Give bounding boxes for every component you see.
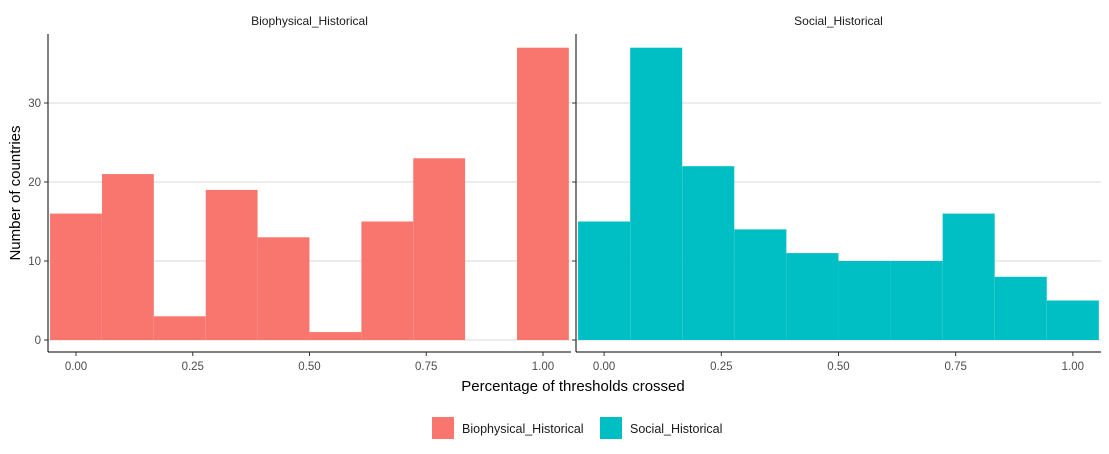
x-tick-label: 0.00 bbox=[593, 361, 615, 373]
histogram-bar bbox=[257, 237, 310, 340]
facet-title: Social_Historical bbox=[794, 14, 883, 28]
histogram-bar bbox=[50, 213, 102, 340]
histogram-bar bbox=[630, 47, 683, 340]
legend-label: Biophysical_Historical bbox=[462, 422, 584, 436]
legend-item: Social_Historical bbox=[600, 417, 722, 439]
legend-swatch bbox=[600, 417, 622, 439]
y-axis-title: Number of countries bbox=[7, 125, 24, 260]
x-tick-label: 1.00 bbox=[1062, 361, 1084, 373]
histogram-bar bbox=[309, 332, 362, 340]
histogram-bar bbox=[361, 221, 414, 340]
histogram-bar bbox=[682, 166, 735, 340]
facet-panel-1: Biophysical_Historical 0.00 0.25 0.50 0.75 1.… bbox=[28, 14, 571, 373]
x-tick-label: 0.75 bbox=[944, 361, 966, 373]
x-tick-label: 0.25 bbox=[182, 361, 204, 373]
histogram-bar bbox=[517, 47, 569, 340]
histogram-bar bbox=[838, 261, 891, 340]
histogram-bar bbox=[1046, 300, 1099, 340]
histogram-bar bbox=[890, 261, 943, 340]
histogram-bar bbox=[413, 158, 466, 340]
y-tick-label: 0 bbox=[35, 335, 41, 347]
legend-label: Social_Historical bbox=[630, 422, 722, 436]
x-tick-label: 1.00 bbox=[532, 361, 554, 373]
histogram-bar bbox=[786, 253, 839, 340]
legend-item: Biophysical_Historical bbox=[432, 417, 584, 439]
histogram-bar bbox=[942, 213, 995, 340]
facet-panel-2: Social_Historical 0.00 0.25 0.50 0.75 1.00 bbox=[572, 14, 1101, 373]
histogram-bar bbox=[153, 316, 206, 340]
x-tick-label: 0.50 bbox=[298, 361, 320, 373]
x-tick-label: 0.25 bbox=[710, 361, 732, 373]
facet-title: Biophysical_Historical bbox=[251, 14, 368, 28]
x-tick-label: 0.00 bbox=[65, 361, 87, 373]
x-tick-label: 0.50 bbox=[827, 361, 849, 373]
x-tick-label: 0.75 bbox=[415, 361, 437, 373]
histogram-bar bbox=[994, 276, 1047, 340]
histogram-bar bbox=[734, 229, 787, 340]
legend-swatch bbox=[432, 417, 454, 439]
histogram-bar bbox=[205, 189, 258, 340]
histogram-bar bbox=[578, 221, 631, 340]
x-axis-title: Percentage of thresholds crossed bbox=[461, 378, 684, 395]
y-tick-label: 10 bbox=[28, 256, 41, 268]
histogram-bar bbox=[101, 174, 154, 340]
y-tick-label: 30 bbox=[28, 98, 41, 110]
y-tick-label: 20 bbox=[28, 177, 41, 189]
facets-group: Biophysical_Historical 0.00 0.25 0.50 0.75 1.… bbox=[28, 14, 1101, 373]
legend: Biophysical_Historical Social_Historical bbox=[432, 417, 722, 439]
